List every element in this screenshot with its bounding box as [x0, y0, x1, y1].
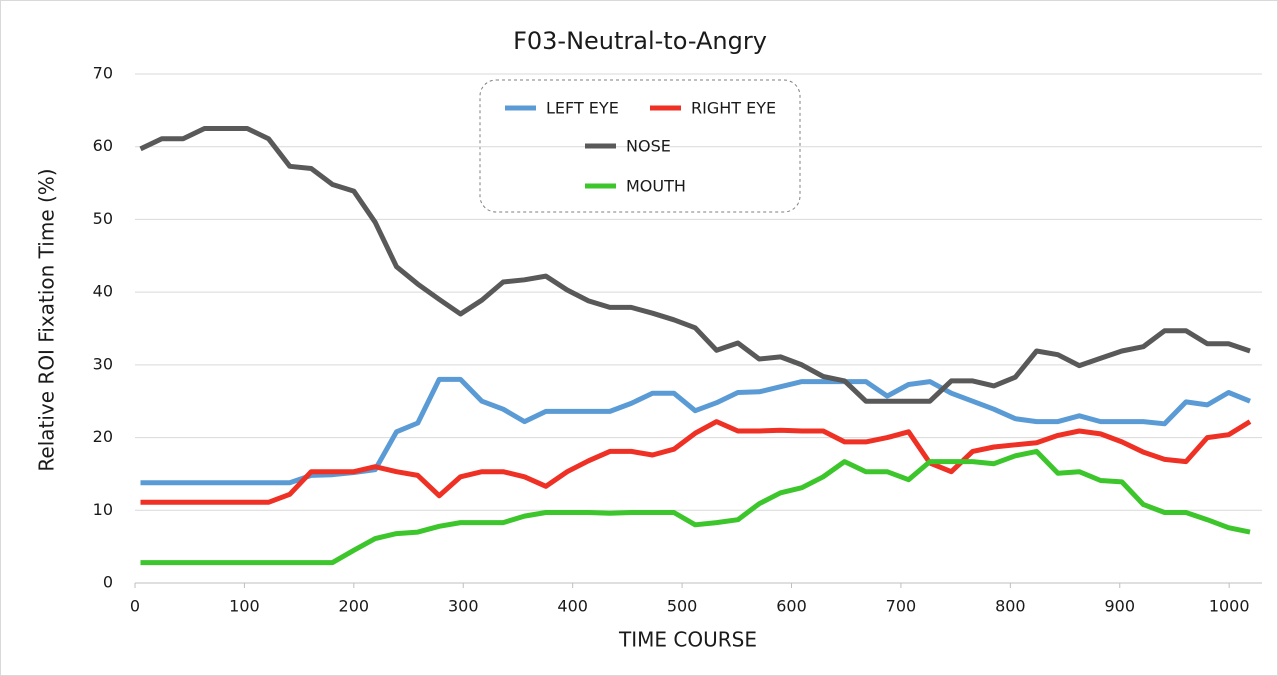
legend-box [479, 79, 801, 213]
data-line [139, 126, 1251, 404]
data-line [140, 448, 1251, 566]
x-tick-label: 400 [557, 597, 588, 616]
y-axis-label: Relative ROI Fixation Time (%) [35, 168, 59, 471]
x-tick-label: 100 [229, 597, 260, 616]
y-tick-label: 70 [93, 64, 113, 83]
y-tick-label: 0 [103, 573, 113, 592]
x-tick-label: 900 [1104, 597, 1135, 616]
y-tick-label: 10 [93, 500, 113, 519]
x-tick-label: 1000 [1209, 597, 1250, 616]
x-tick-label: 500 [667, 597, 698, 616]
legend-label: MOUTH [626, 177, 686, 196]
y-tick-label: 20 [93, 427, 113, 446]
x-tick-label: 800 [995, 597, 1026, 616]
x-tick-label: 0 [130, 597, 140, 616]
data-line [140, 376, 1251, 486]
x-tick-label: 200 [339, 597, 370, 616]
x-axis-label: TIME COURSE [618, 628, 757, 652]
data-line [140, 419, 1252, 505]
legend-label: RIGHT EYE [691, 99, 776, 118]
legend-label: NOSE [626, 137, 671, 156]
y-tick-label: 60 [93, 136, 113, 155]
y-tick-label: 30 [93, 354, 113, 373]
y-tick-label: 40 [93, 282, 113, 301]
x-tick-label: 700 [886, 597, 917, 616]
x-tick-label: 300 [448, 597, 479, 616]
y-tick-label: 50 [93, 209, 113, 228]
chart-title: F03-Neutral-to-Angry [513, 27, 767, 55]
legend-label: LEFT EYE [546, 99, 619, 118]
x-tick-label: 600 [776, 597, 807, 616]
